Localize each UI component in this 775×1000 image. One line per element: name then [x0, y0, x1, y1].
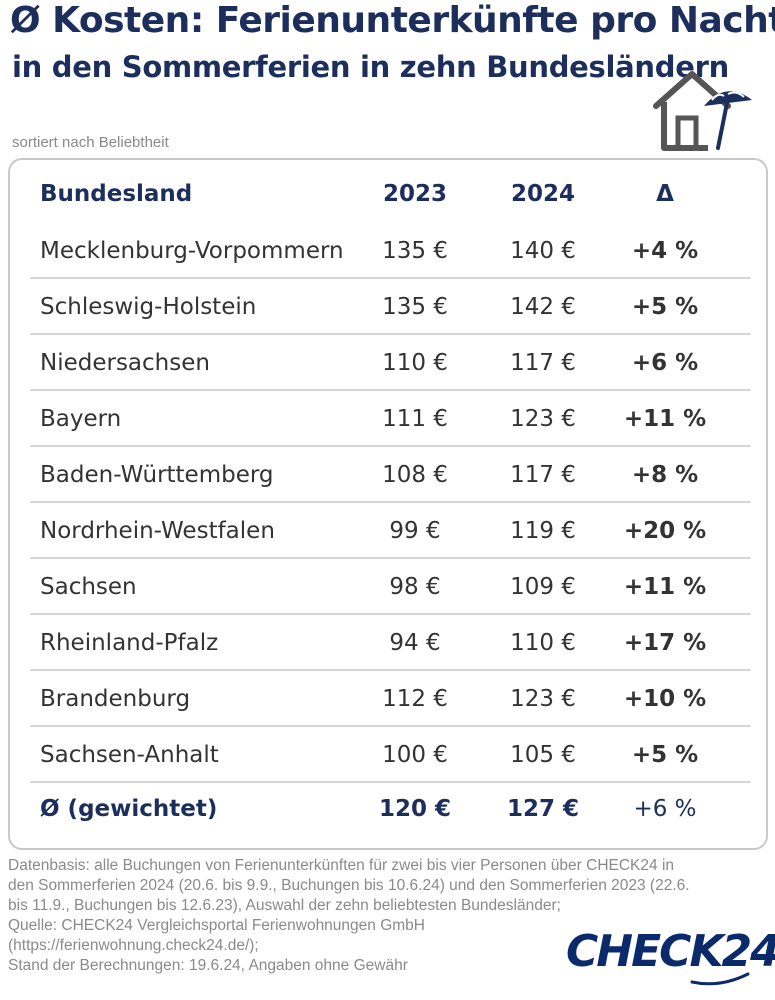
- row-price-2023: 135 €: [382, 294, 448, 320]
- row-bundesland: Sachsen: [40, 574, 137, 600]
- row-price-2024: 105 €: [510, 742, 576, 768]
- logo-swoosh-icon: [690, 972, 750, 986]
- row-price-2024: 123 €: [510, 686, 576, 712]
- table-row: Rheinland-Pfalz 94 € 110 € +17 %: [30, 615, 750, 671]
- row-price-2023: 108 €: [382, 462, 448, 488]
- row-bundesland: Niedersachsen: [40, 350, 210, 376]
- column-header-delta: Δ: [656, 181, 674, 207]
- row-delta: +6 %: [631, 350, 699, 376]
- row-delta: +17 %: [623, 630, 707, 656]
- footer-line: bis 11.9., Buchungen bis 12.6.23), Auswa…: [8, 897, 561, 914]
- footer-line: den Sommerferien 2024 (20.6. bis 9.9., B…: [8, 877, 690, 894]
- row-price-2023: 111 €: [382, 406, 448, 432]
- column-header-2023: 2023: [382, 181, 447, 207]
- row-delta: +20 %: [623, 518, 707, 544]
- row-bundesland: Schleswig-Holstein: [40, 294, 257, 320]
- table-row: Schleswig-Holstein 135 € 142 € +5 %: [30, 279, 750, 335]
- row-price-2023: 94 €: [389, 630, 441, 656]
- check24-logo: CHECK24: [566, 926, 775, 977]
- page-subtitle: in den Sommerferien in zehn Bundesländer…: [12, 50, 729, 84]
- row-delta: +5 %: [631, 742, 699, 768]
- house-umbrella-icon: [653, 71, 752, 151]
- table-row: Bayern 111 € 123 € +11 %: [30, 391, 750, 447]
- row-bundesland: Bayern: [40, 406, 122, 432]
- average-delta: +6 %: [633, 796, 697, 822]
- row-bundesland: Brandenburg: [40, 686, 191, 712]
- column-header-2024: 2024: [510, 181, 575, 207]
- footer-line: Datenbasis: alle Buchungen von Ferienunt…: [8, 857, 675, 874]
- page-title: Ø Kosten: Ferienunterkünfte pro Nacht: [10, 0, 775, 41]
- row-price-2023: 110 €: [382, 350, 448, 376]
- row-price-2024: 117 €: [510, 462, 576, 488]
- row-delta: +10 %: [623, 686, 707, 712]
- row-price-2023: 100 €: [382, 742, 448, 768]
- table-row: Niedersachsen 110 € 117 € +6 %: [30, 335, 750, 391]
- average-price-2023: 120 €: [378, 796, 452, 822]
- row-bundesland: Rheinland-Pfalz: [40, 630, 219, 656]
- row-price-2023: 98 €: [389, 574, 441, 600]
- row-bundesland: Nordrhein-Westfalen: [40, 518, 275, 544]
- footer-line: Quelle: CHECK24 Vergleichsportal Ferienw…: [8, 917, 425, 934]
- table-row: Sachsen-Anhalt 100 € 105 € +5 %: [30, 727, 750, 783]
- table-row: Sachsen 98 € 109 € +11 %: [30, 559, 750, 615]
- row-price-2024: 109 €: [510, 574, 576, 600]
- table-header-row: Bundesland 2023 2024 Δ: [30, 166, 750, 222]
- row-delta: +11 %: [623, 406, 707, 432]
- average-price-2024: 127 €: [506, 796, 580, 822]
- row-delta: +8 %: [631, 462, 699, 488]
- row-price-2024: 123 €: [510, 406, 576, 432]
- footer-line: Stand der Berechnungen: 19.6.24, Angaben…: [8, 957, 408, 974]
- table-row: Mecklenburg-Vorpommern 135 € 140 € +4 %: [30, 223, 750, 279]
- row-price-2024: 119 €: [510, 518, 576, 544]
- row-bundesland: Sachsen-Anhalt: [40, 742, 219, 768]
- row-bundesland: Mecklenburg-Vorpommern: [40, 238, 344, 264]
- sort-note: sortiert nach Beliebtheit: [12, 134, 169, 151]
- data-source-note: Datenbasis: alle Buchungen von Ferienunt…: [8, 856, 690, 976]
- table-row: Brandenburg 112 € 123 € +10 %: [30, 671, 750, 727]
- table-row: Baden-Württemberg 108 € 117 € +8 %: [30, 447, 750, 503]
- column-header-bundesland: Bundesland: [40, 181, 193, 207]
- row-price-2024: 142 €: [510, 294, 576, 320]
- row-delta: +5 %: [631, 294, 699, 320]
- table-row: Nordrhein-Westfalen 99 € 119 € +20 %: [30, 503, 750, 559]
- row-price-2024: 140 €: [510, 238, 576, 264]
- row-price-2023: 135 €: [382, 238, 448, 264]
- row-delta: +4 %: [631, 238, 699, 264]
- table-average-row: Ø (gewichtet) 120 € 127 € +6 %: [30, 781, 750, 837]
- row-delta: +11 %: [623, 574, 707, 600]
- row-price-2023: 99 €: [389, 518, 441, 544]
- average-label: Ø (gewichtet): [40, 796, 218, 822]
- row-price-2024: 117 €: [510, 350, 576, 376]
- footer-line: (https://ferienwohnung.check24.de/);: [8, 937, 259, 954]
- row-price-2024: 110 €: [510, 630, 576, 656]
- row-bundesland: Baden-Württemberg: [40, 462, 274, 488]
- price-table: [8, 158, 768, 850]
- row-price-2023: 112 €: [382, 686, 448, 712]
